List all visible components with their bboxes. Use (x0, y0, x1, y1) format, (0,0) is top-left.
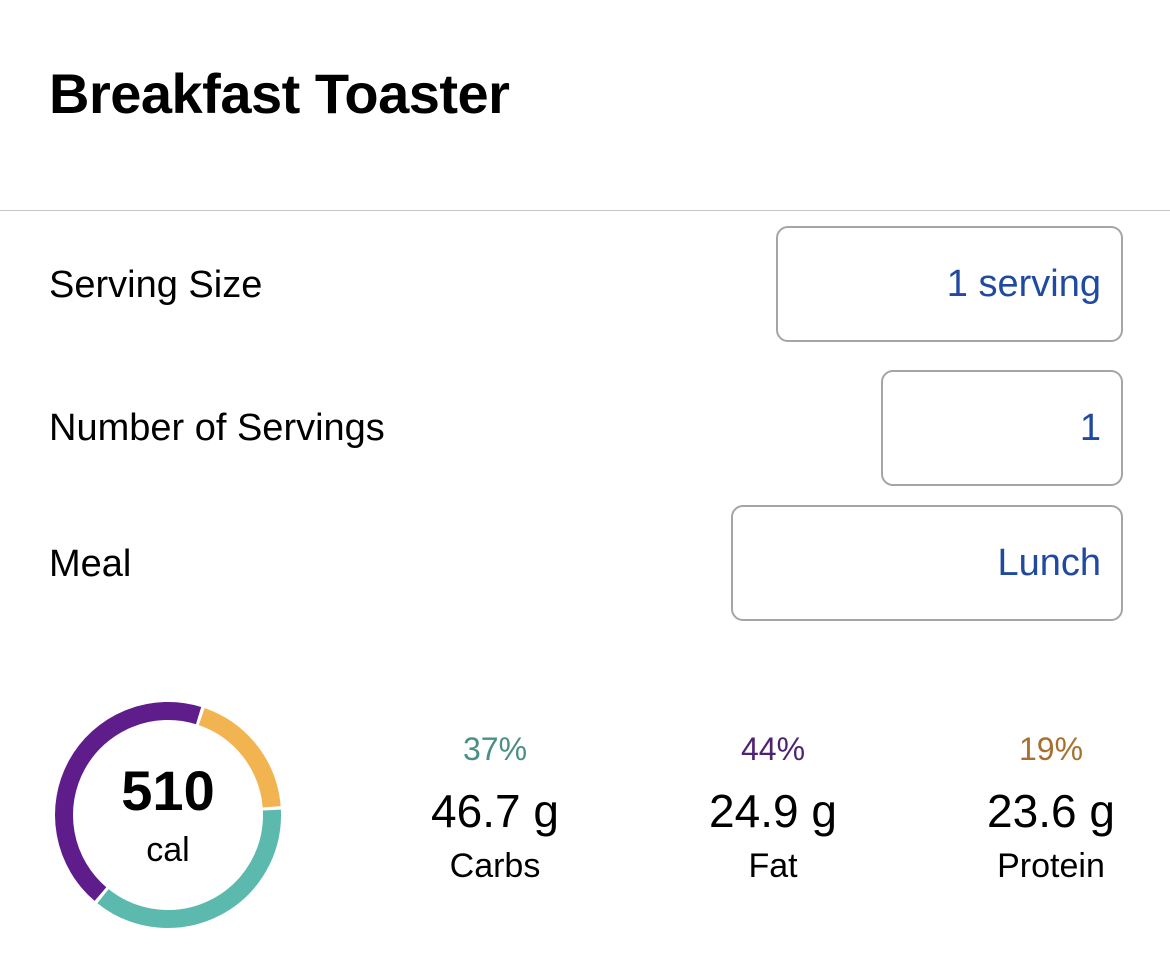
macro-carbs: 37% 46.7 g Carbs (375, 728, 615, 888)
ring-segment-fat (55, 702, 202, 901)
serving-size-label: Serving Size (49, 264, 263, 306)
serving-size-value: 1 serving (946, 262, 1101, 305)
carbs-label: Carbs (449, 847, 541, 885)
protein-amount: 23.6 g (987, 785, 1115, 837)
macro-ring-chart (55, 702, 281, 928)
fat-percent: 44% (740, 731, 806, 767)
ring-segment-protein (198, 708, 281, 808)
macro-protein: 19% 23.6 g Protein (931, 728, 1170, 888)
number-of-servings-value: 1 (1079, 406, 1101, 449)
carbs-amount: 46.7 g (431, 785, 559, 837)
ring-segment-carbs (97, 809, 281, 928)
page-title: Breakfast Toaster (49, 62, 510, 125)
meal-select[interactable]: Lunch (731, 505, 1123, 621)
fat-label: Fat (748, 847, 798, 885)
meal-value: Lunch (997, 541, 1101, 584)
fat-amount: 24.9 g (709, 785, 837, 837)
calories-value: 510 (121, 759, 215, 822)
divider (0, 210, 1170, 211)
protein-label: Protein (997, 847, 1105, 885)
protein-percent: 19% (1018, 731, 1084, 767)
number-of-servings-field[interactable]: 1 (881, 370, 1123, 486)
number-of-servings-label: Number of Servings (49, 407, 385, 449)
carbs-percent: 37% (462, 731, 528, 767)
serving-size-field[interactable]: 1 serving (776, 226, 1123, 342)
calories-unit: cal (146, 831, 190, 869)
macro-fat: 44% 24.9 g Fat (653, 728, 893, 888)
meal-label: Meal (49, 543, 132, 585)
